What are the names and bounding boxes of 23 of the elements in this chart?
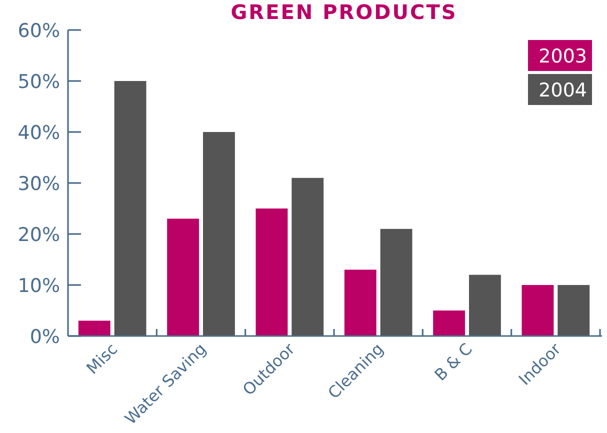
bar	[522, 285, 554, 336]
x-tick-label: B & C	[430, 339, 476, 385]
y-tick-label: 40%	[18, 122, 60, 144]
y-tick-label: 30%	[18, 173, 60, 195]
y-tick-label: 10%	[18, 275, 60, 297]
chart-title: GREEN PRODUCTS	[230, 0, 458, 24]
bar	[114, 81, 146, 336]
bar	[380, 228, 412, 336]
y-tick-label: 0%	[30, 326, 60, 348]
bar	[167, 218, 200, 336]
text: 2004	[538, 80, 587, 102]
bar	[344, 270, 376, 336]
y-tick-label: 60%	[18, 20, 60, 42]
bar	[78, 320, 110, 336]
text: 2003	[538, 46, 587, 68]
y-tick-label: 50%	[18, 71, 60, 93]
bar	[292, 178, 324, 336]
bar	[468, 274, 501, 336]
bar	[433, 310, 466, 336]
bar	[202, 132, 235, 336]
bar	[558, 285, 590, 336]
bar	[256, 208, 288, 336]
y-tick-label: 20%	[18, 224, 60, 246]
